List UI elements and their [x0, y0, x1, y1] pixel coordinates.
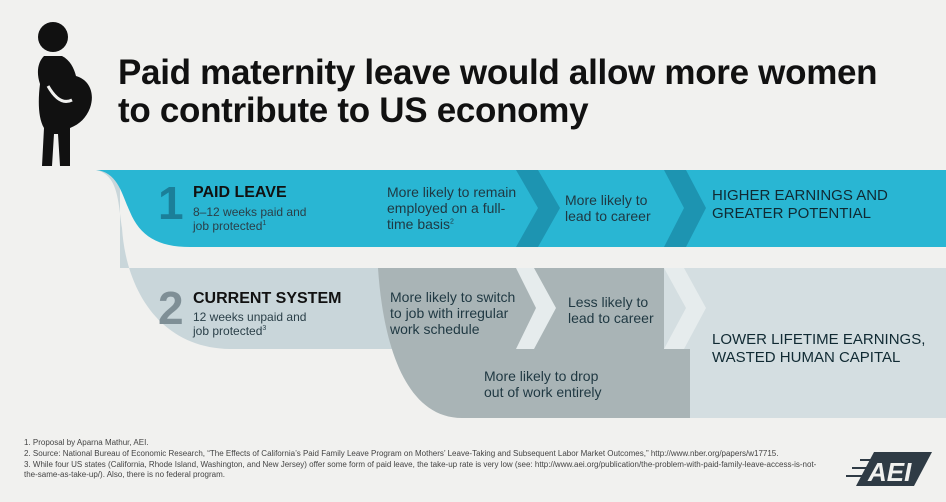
pregnant-woman-icon	[37, 22, 92, 166]
dropout-text: More likely to drop out of work entirely	[484, 368, 602, 400]
footnote-1: 1. Proposal by Aparna Mathur, AEI.	[24, 438, 149, 447]
current-step-2: Less likely to lead to career	[568, 294, 654, 326]
current-outcome: LOWER LIFETIME EARNINGS, WASTED HUMAN CA…	[712, 331, 926, 366]
paid-outcome: HIGHER EARNINGS AND GREATER POTENTIAL	[712, 187, 888, 222]
footnote-2: 2. Source: National Bureau of Economic R…	[24, 449, 779, 458]
paid-step-2: More likely to lead to career	[565, 192, 651, 224]
paid-leave-number: 1	[158, 177, 184, 229]
aei-logo-text: AEI	[867, 457, 912, 487]
paid-chevron-2	[664, 170, 706, 247]
current-system-label: CURRENT SYSTEM	[193, 290, 342, 307]
current-system-desc: 12 weeks unpaid and job protected3	[193, 310, 307, 338]
paid-chevron-1	[516, 170, 560, 247]
dropout-arrow	[664, 349, 690, 418]
outcome-panel	[664, 268, 946, 418]
current-chevron-1	[516, 268, 556, 349]
footnote-3: 3. While four US states (California, Rho…	[24, 460, 817, 479]
aei-logo-icon	[846, 452, 932, 486]
current-chevron-2	[664, 268, 706, 349]
paid-leave-band	[0, 170, 946, 247]
paid-leave-label: PAID LEAVE	[193, 184, 287, 201]
current-step-1: More likely to switch to job with irregu…	[390, 289, 516, 337]
paid-step-1: More likely to remain employed on a full…	[387, 184, 517, 232]
paid-leave-desc: 8–12 weeks paid and job protected1	[193, 205, 307, 233]
current-system-number: 2	[158, 282, 184, 334]
page-title: Paid maternity leave would allow more wo…	[118, 53, 878, 130]
